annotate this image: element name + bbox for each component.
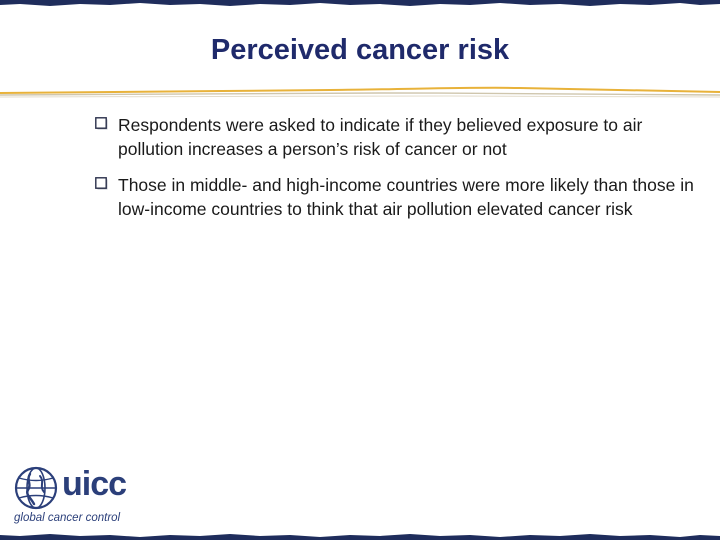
page-title: Perceived cancer risk — [210, 34, 510, 66]
list-item: Respondents were asked to indicate if th… — [95, 114, 707, 161]
bottom-edge-decoration — [0, 534, 720, 540]
bullet-list: Respondents were asked to indicate if th… — [95, 114, 707, 234]
bullet-text: Respondents were asked to indicate if th… — [118, 115, 643, 159]
logo-wordmark: uicc — [62, 465, 127, 503]
logo-tagline: global cancer control — [14, 512, 121, 524]
bullet-text: Those in middle- and high-income countri… — [118, 175, 694, 219]
uicc-logo: uicc global cancer control — [12, 462, 132, 530]
checkbox-outline-icon — [95, 117, 108, 130]
gold-divider-rule — [0, 86, 720, 98]
globe-icon — [14, 466, 58, 510]
list-item: Those in middle- and high-income countri… — [95, 174, 707, 221]
top-edge-decoration — [0, 0, 720, 6]
checkbox-outline-icon — [95, 177, 108, 190]
